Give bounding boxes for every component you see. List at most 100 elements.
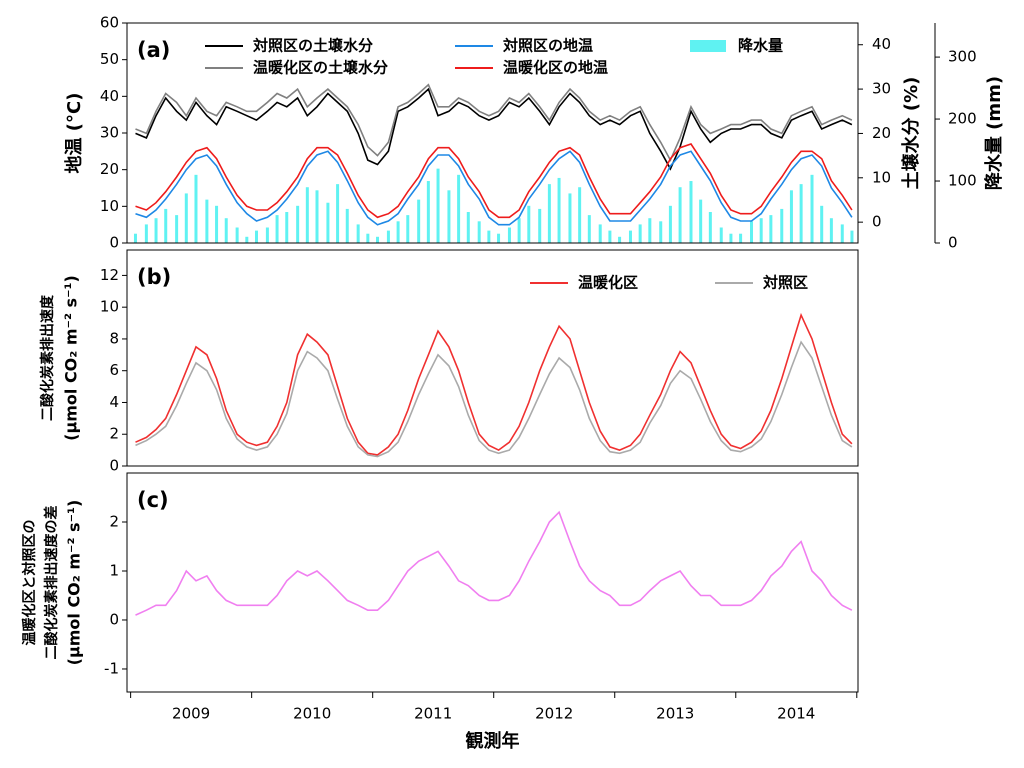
precip-bar <box>315 190 319 243</box>
y-axis-title: 二酸化炭素排出速度の差 <box>43 506 60 660</box>
panel-label: (a) <box>137 38 170 62</box>
y-tick-label: 200 <box>948 110 977 128</box>
x-tick-label: 2013 <box>656 705 694 723</box>
precip-bar <box>457 174 461 243</box>
precip-bar <box>608 230 612 243</box>
precip-bar <box>194 174 198 243</box>
precip-bar <box>487 230 491 243</box>
precip-bar <box>296 205 300 243</box>
plot-frame <box>126 22 859 244</box>
y2-axis-title: 土壌水分 (%) <box>900 77 922 190</box>
x-tick-label: 2012 <box>535 705 573 723</box>
precip-bar <box>245 236 249 243</box>
precip-bar <box>396 221 400 243</box>
precip-bar <box>224 218 228 243</box>
precip-bar <box>598 224 602 243</box>
precip-bar <box>133 233 137 243</box>
y-tick-label: 20 <box>872 124 891 142</box>
precip-bar <box>144 224 148 243</box>
precip-bar <box>436 168 440 243</box>
y-tick-label: 0 <box>109 234 119 252</box>
series-line <box>135 87 853 171</box>
y-tick-label: 0 <box>109 610 119 628</box>
y-tick-label: 30 <box>100 124 119 142</box>
precip-bar <box>799 184 803 243</box>
precip-bar <box>345 208 349 243</box>
y-tick-label: 10 <box>872 168 891 186</box>
precip-bar <box>769 215 773 243</box>
precip-bar <box>517 218 521 243</box>
y-tick-label: 1 <box>109 561 119 579</box>
legend-label: 温暖化区の地温 <box>503 59 608 77</box>
plot-frame <box>126 472 859 693</box>
precip-bar <box>164 208 168 243</box>
y3-axis-title: 降水量 (mm) <box>983 76 1005 190</box>
precip-bar <box>659 221 663 243</box>
precip-bar <box>477 221 481 243</box>
precip-bar <box>789 190 793 243</box>
precip-bar <box>780 208 784 243</box>
y-tick-label: 12 <box>100 266 119 284</box>
precip-bar <box>507 227 511 243</box>
y-tick-label: 30 <box>872 80 891 98</box>
precip-bar <box>265 227 269 243</box>
precip-bar <box>578 187 582 243</box>
x-tick-label: 2014 <box>777 705 815 723</box>
legend-label: 対照区の土壌水分 <box>252 37 373 55</box>
precip-bar <box>154 218 158 243</box>
y-tick-label: 2 <box>109 425 119 443</box>
precip-bar <box>618 236 622 243</box>
y-tick-label: 0 <box>872 213 882 231</box>
legend-label: 温暖化区の土壌水分 <box>253 59 388 77</box>
x-tick-label: 2010 <box>293 705 331 723</box>
series-line <box>135 510 853 616</box>
panel-label: (b) <box>137 265 171 289</box>
precip-bar <box>708 212 712 243</box>
precip-bar <box>426 181 430 243</box>
y-tick-label: 0 <box>109 457 119 475</box>
y-axis-title: (μmol CO₂ m⁻² s⁻¹) <box>62 275 81 441</box>
precip-bar <box>820 205 824 243</box>
y-axis-title: 二酸化炭素排出速度 <box>39 294 56 421</box>
precip-bar <box>285 212 289 243</box>
precip-bar <box>587 215 591 243</box>
precip-bar <box>497 233 501 243</box>
precip-bar <box>184 193 188 243</box>
x-tick-label: 2011 <box>414 705 452 723</box>
precip-bar <box>538 208 542 243</box>
precip-bar <box>829 218 833 243</box>
y-tick-label: 300 <box>948 48 977 66</box>
precip-bar <box>305 187 309 243</box>
y-axis-title: 地温 (°C) <box>63 93 85 174</box>
y-tick-label: 20 <box>100 160 119 178</box>
panel-label: (c) <box>137 488 169 512</box>
y-tick-label: 8 <box>109 329 119 347</box>
y-tick-label: -1 <box>104 659 119 677</box>
legend-label: 温暖化区 <box>578 274 638 292</box>
precip-bar <box>366 233 370 243</box>
precip-bar <box>336 184 340 243</box>
y-axis-title: (μmol CO₂ m⁻² s⁻¹) <box>65 500 84 666</box>
y-axis-title: 温暖化区と対照区の <box>21 520 38 646</box>
legend-swatch <box>690 40 726 52</box>
y-tick-label: 10 <box>100 298 119 316</box>
precip-bar <box>205 199 209 243</box>
precip-bar <box>235 227 239 243</box>
precip-bar <box>326 202 330 243</box>
precip-bar <box>386 230 390 243</box>
legend-label: 対照区 <box>762 274 808 292</box>
precip-bar <box>376 236 380 243</box>
legend-label: 対照区の地温 <box>502 37 593 55</box>
precip-bar <box>175 215 179 243</box>
precip-bar <box>215 205 219 243</box>
precip-bar <box>417 199 421 243</box>
series-line <box>135 83 853 162</box>
precip-bar <box>759 218 763 243</box>
x-axis-title: 観測年 <box>466 730 520 752</box>
precip-bar <box>568 193 572 243</box>
y-tick-label: 60 <box>100 14 119 32</box>
y-tick-label: 2 <box>109 512 119 530</box>
y-tick-label: 40 <box>100 87 119 105</box>
precip-bar <box>840 224 844 243</box>
x-tick-label: 2009 <box>172 705 210 723</box>
